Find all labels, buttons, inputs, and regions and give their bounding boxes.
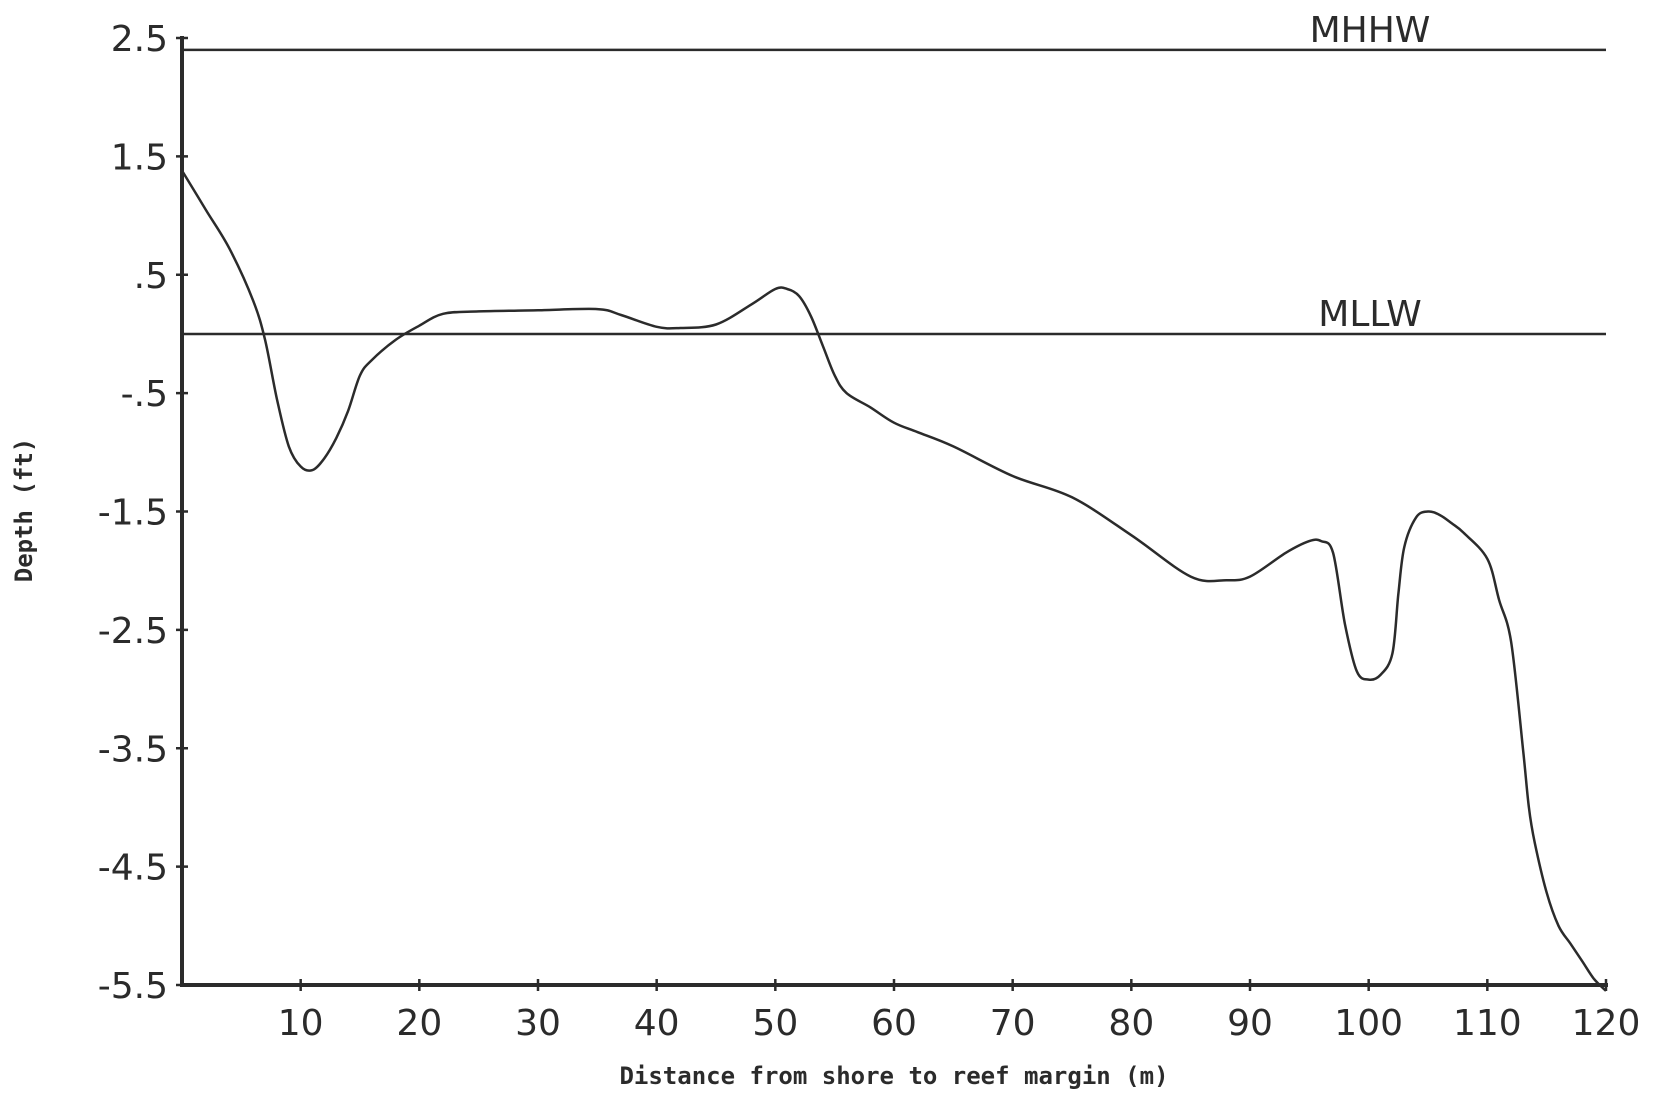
y-tick-label: 1.5: [111, 137, 168, 178]
y-tick-label: -5.5: [98, 966, 168, 1007]
x-tick-label: 70: [990, 1003, 1036, 1044]
x-tick-label: 30: [515, 1003, 561, 1044]
x-tick-label: 40: [634, 1003, 680, 1044]
reference-line-label: MHHW: [1310, 10, 1431, 51]
x-tick-label: 50: [752, 1003, 798, 1044]
x-tick-label: 100: [1334, 1003, 1403, 1044]
depth-profile-line: [180, 169, 1607, 992]
y-tick-label: .5: [134, 256, 168, 297]
y-tick-label: -1.5: [98, 493, 168, 534]
y-tick-label: -2.5: [98, 611, 168, 652]
reference-lines: MHHW MLLW: [182, 10, 1606, 336]
series-layer: [180, 169, 1607, 992]
x-tick-label: 80: [1108, 1003, 1154, 1044]
y-axis-title: Depth (ft): [10, 438, 38, 583]
y-tick-label: -.5: [121, 374, 168, 415]
ticks: 2.5 1.5 .5 -.5 -1.5 -2.5 -3.5 -4.5 -5.5 10 20 30 40 5…: [98, 19, 1641, 1044]
y-tick-label: -3.5: [98, 729, 168, 770]
y-tick-label: -4.5: [98, 848, 168, 889]
axes: [180, 36, 1608, 987]
x-tick-label: 90: [1227, 1003, 1273, 1044]
x-tick-label: 120: [1572, 1003, 1641, 1044]
x-tick-label: 20: [396, 1003, 442, 1044]
x-axis-title: Distance from shore to reef margin (m): [619, 1062, 1168, 1090]
axes-frame: [180, 36, 1608, 987]
x-tick-label: 110: [1453, 1003, 1522, 1044]
y-tick-label: 2.5: [111, 19, 168, 60]
x-tick-label: 10: [278, 1003, 324, 1044]
x-tick-label: 60: [871, 1003, 917, 1044]
reference-line-label: MLLW: [1318, 294, 1421, 335]
